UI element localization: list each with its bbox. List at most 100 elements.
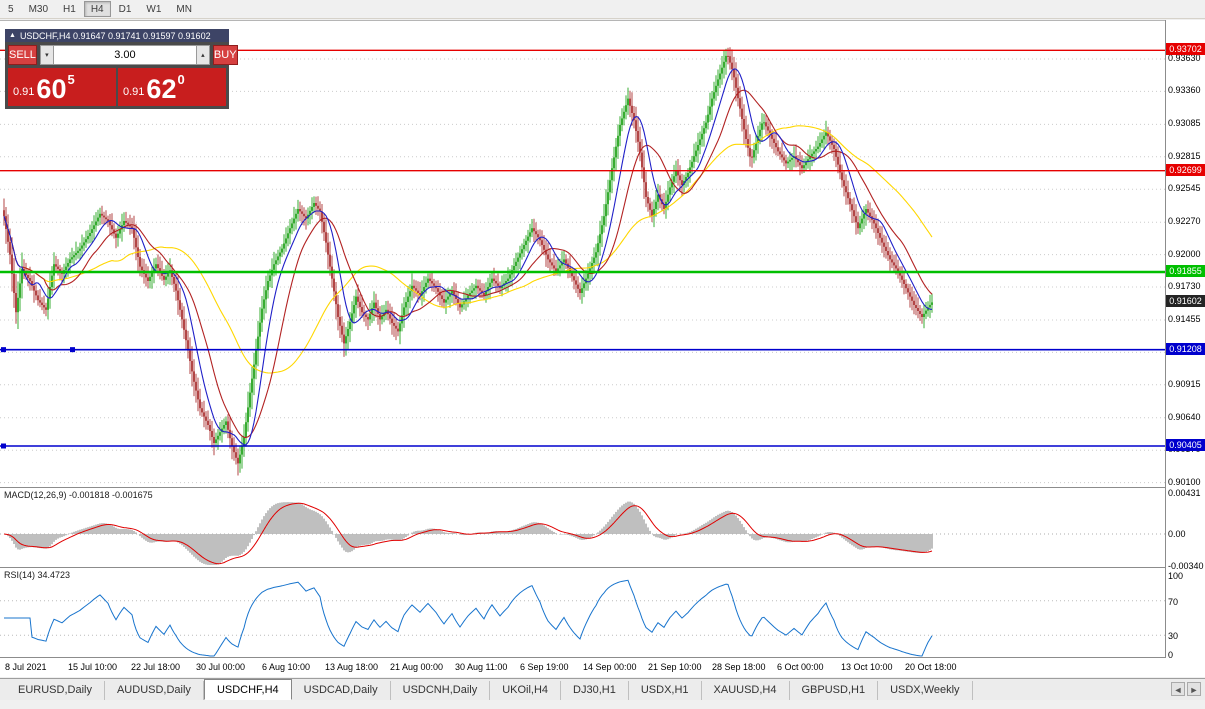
one-click-header: ▲ USDCHF,H4 0.91647 0.91741 0.91597 0.91… bbox=[5, 29, 229, 42]
tabs-scroll-right-button[interactable]: ► bbox=[1187, 682, 1201, 696]
timeframe-button-h4[interactable]: H4 bbox=[83, 1, 111, 17]
rsi-axis-label: 70 bbox=[1168, 596, 1179, 607]
rsi-label: RSI(14) 34.4723 bbox=[4, 570, 71, 580]
axis-border bbox=[1165, 20, 1166, 658]
buy-button[interactable]: BUY bbox=[212, 45, 238, 65]
macd-axis-label: -0.00340 bbox=[1168, 561, 1204, 572]
line-handle[interactable] bbox=[1, 443, 6, 449]
line-handle[interactable] bbox=[70, 347, 75, 353]
price-tick-label: 0.93085 bbox=[1168, 118, 1201, 129]
bid-big-digits: 60 bbox=[36, 74, 67, 104]
collapse-icon[interactable]: ▲ bbox=[9, 32, 16, 39]
price-tick-label: 0.91730 bbox=[1168, 281, 1201, 291]
price-tick-label: 0.92545 bbox=[1168, 183, 1201, 194]
ask-big-digits: 62 bbox=[146, 74, 177, 104]
line-handle[interactable] bbox=[1, 347, 6, 353]
volume-input[interactable] bbox=[53, 45, 196, 65]
time-axis[interactable]: 8 Jul 2021 15 Jul 10:00 22 Jul 18:00 30 Jul… bbox=[0, 658, 1205, 677]
current-price-badge: 0.91602 bbox=[1166, 295, 1205, 308]
tab-usdcnh-daily[interactable]: USDCNH,Daily bbox=[391, 681, 491, 700]
symbol-ohlc-text: USDCHF,H4 0.91647 0.91741 0.91597 0.9160… bbox=[19, 30, 211, 41]
timeframe-button-d1[interactable]: D1 bbox=[112, 1, 139, 17]
macd-label: MACD(12,26,9) -0.001818 -0.001675 bbox=[4, 490, 153, 500]
timeframe-toolbar: 5 M30 H1 H4 D1 W1 MN bbox=[0, 0, 1205, 19]
time-label: 28 Sep 18:00 bbox=[712, 662, 766, 672]
time-label: 6 Sep 19:00 bbox=[520, 662, 569, 672]
ask-price[interactable]: 0.91 62 0 bbox=[118, 68, 226, 106]
time-label: 20 Oct 18:00 bbox=[905, 662, 957, 672]
tab-scroll-buttons: ◄ ► bbox=[1171, 682, 1205, 700]
price-level-badge: 0.90405 bbox=[1166, 439, 1205, 451]
tab-eurusd-daily[interactable]: EURUSD,Daily bbox=[6, 681, 105, 700]
rsi-axis-label: 100 bbox=[1168, 571, 1184, 581]
price-axis[interactable]: 0.93630 0.93360 0.93085 0.92815 0.92545 0.922… bbox=[1166, 20, 1205, 660]
price-level-badge: 0.91855 bbox=[1166, 265, 1205, 277]
price-tick-label: 0.93360 bbox=[1168, 85, 1201, 96]
ma-fast bbox=[3, 68, 933, 446]
time-label: 13 Aug 18:00 bbox=[325, 662, 379, 672]
price-level-badge: 0.93702 bbox=[1166, 43, 1205, 56]
tab-usdcad-daily[interactable]: USDCAD,Daily bbox=[292, 681, 391, 700]
tabs-scroll-left-button[interactable]: ◄ bbox=[1171, 682, 1185, 696]
volume-increase-button[interactable]: ▴ bbox=[195, 45, 210, 65]
horizontal-level-lines bbox=[0, 49, 1165, 449]
sell-button[interactable]: SELL bbox=[8, 45, 37, 65]
tab-audusd-daily[interactable]: AUDUSD,Daily bbox=[105, 681, 204, 700]
timeframe-button-h1[interactable]: H1 bbox=[56, 1, 83, 17]
time-label: 15 Jul 10:00 bbox=[68, 662, 118, 672]
time-label: 21 Sep 10:00 bbox=[648, 662, 702, 672]
macd-axis-label: 0.00 bbox=[1168, 529, 1186, 539]
moving-averages bbox=[3, 68, 933, 446]
price-tick-label: 0.93630 bbox=[1168, 53, 1201, 63]
time-label: 21 Aug 00:00 bbox=[390, 662, 444, 672]
time-label: 14 Sep 00:00 bbox=[583, 662, 637, 672]
price-chart-canvas[interactable] bbox=[0, 21, 1165, 488]
macd-axis-label: 0.00431 bbox=[1168, 488, 1201, 499]
chart-tabs: EURUSD,Daily AUDUSD,Daily USDCHF,H4 USDCAD,… bbox=[0, 678, 973, 700]
price-tick-label: 0.90640 bbox=[1168, 411, 1201, 422]
macd-signal-line bbox=[3, 502, 933, 565]
panel-splitter[interactable] bbox=[0, 567, 1205, 568]
rsi-axis-label: 0 bbox=[1168, 650, 1174, 660]
panel-splitter[interactable] bbox=[0, 487, 1205, 488]
volume-stepper: ▾ ▴ bbox=[39, 45, 210, 65]
timeframe-button-mn[interactable]: MN bbox=[169, 1, 199, 17]
bid-pip-digit: 5 bbox=[67, 72, 75, 87]
time-label: 6 Aug 10:00 bbox=[262, 662, 311, 672]
ask-prefix: 0.91 bbox=[123, 86, 145, 98]
panel-splitter bbox=[0, 657, 1205, 658]
macd-canvas bbox=[0, 501, 1165, 565]
price-tick-label: 0.90915 bbox=[1168, 378, 1201, 389]
timeframe-button-m30[interactable]: M30 bbox=[22, 1, 55, 17]
macd-panel[interactable] bbox=[0, 488, 1165, 567]
tab-usdx-weekly[interactable]: USDX,Weekly bbox=[878, 681, 973, 700]
time-label: 30 Jul 00:00 bbox=[196, 662, 246, 672]
tab-dj30-h1[interactable]: DJ30,H1 bbox=[561, 681, 629, 700]
one-click-trading-panel: ▲ USDCHF,H4 0.91647 0.91741 0.91597 0.91… bbox=[5, 29, 238, 109]
tab-usdx-h1[interactable]: USDX,H1 bbox=[629, 681, 702, 700]
tab-gbpusd-h1[interactable]: GBPUSD,H1 bbox=[790, 681, 879, 700]
price-level-badge: 0.91208 bbox=[1166, 342, 1205, 355]
ask-pip-digit: 0 bbox=[177, 72, 185, 87]
volume-decrease-button[interactable]: ▾ bbox=[39, 45, 54, 65]
rsi-canvas bbox=[0, 579, 1165, 657]
time-label: 13 Oct 10:00 bbox=[841, 662, 893, 672]
timeframe-button-5[interactable]: 5 bbox=[1, 1, 21, 17]
price-chart[interactable]: ▲ USDCHF,H4 0.91647 0.91741 0.91597 0.91… bbox=[0, 20, 1165, 487]
tab-xauusd-h4[interactable]: XAUUSD,H4 bbox=[702, 681, 790, 700]
price-tick-label: 0.92270 bbox=[1168, 216, 1201, 227]
time-label: 22 Jul 18:00 bbox=[131, 662, 181, 672]
tab-ukoil-h4[interactable]: UKOil,H4 bbox=[490, 681, 562, 700]
bid-price[interactable]: 0.91 60 5 bbox=[8, 68, 116, 106]
bid-prefix: 0.91 bbox=[13, 86, 35, 98]
price-tick-label: 0.92000 bbox=[1168, 248, 1201, 259]
price-tick-label: 0.90100 bbox=[1168, 476, 1201, 487]
price-tick-label: 0.92815 bbox=[1168, 150, 1201, 161]
price-tick-label: 0.91455 bbox=[1168, 314, 1201, 324]
tab-usdchf-h4[interactable]: USDCHF,H4 bbox=[203, 679, 292, 700]
timeframe-button-w1[interactable]: W1 bbox=[139, 1, 168, 17]
rsi-panel[interactable] bbox=[0, 568, 1165, 657]
chart-tab-bar: EURUSD,Daily AUDUSD,Daily USDCHF,H4 USDCAD,… bbox=[0, 678, 1205, 700]
candles bbox=[3, 47, 933, 476]
